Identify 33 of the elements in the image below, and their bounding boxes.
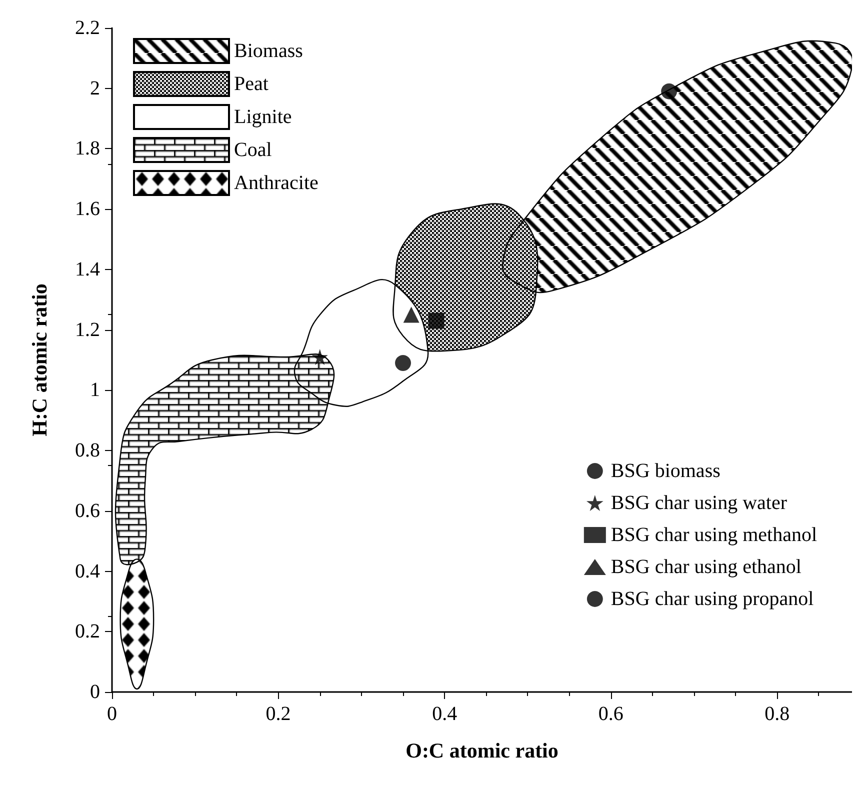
y-tick-label: 0.4 bbox=[75, 560, 100, 582]
y-tick-label: 1.8 bbox=[75, 138, 100, 160]
x-axis-title: O:C atomic ratio bbox=[406, 738, 558, 762]
y-tick-label: 1 bbox=[90, 379, 100, 402]
point bbox=[428, 312, 444, 329]
legend-label: BSG biomass bbox=[610, 460, 721, 482]
x-tick-label: 0.4 bbox=[432, 703, 458, 725]
y-tick-label: 0.6 bbox=[75, 500, 100, 522]
x-tick-label: 0.6 bbox=[598, 703, 624, 725]
x-tick-label: 0 bbox=[107, 703, 117, 725]
x-tick-label: 0.8 bbox=[764, 703, 790, 725]
y-tick-label: 1.4 bbox=[75, 258, 100, 280]
legend-label: Coal bbox=[234, 139, 272, 161]
y-tick-label: 2 bbox=[90, 77, 100, 100]
legend-label: BSG char using water bbox=[610, 492, 788, 514]
legend-label: BSG char using propanol bbox=[610, 588, 814, 610]
legend-label: Lignite bbox=[234, 106, 292, 128]
y-tick-label: 1.6 bbox=[75, 198, 100, 220]
legend-label: Anthracite bbox=[234, 172, 319, 194]
y-tick-label: 0.8 bbox=[75, 440, 100, 462]
y-tick-label: 0.2 bbox=[75, 620, 100, 643]
legend-label: Biomass bbox=[234, 40, 304, 62]
x-tick-label: 0.2 bbox=[266, 703, 291, 725]
point bbox=[661, 83, 678, 100]
y-tick-label: 1.2 bbox=[75, 318, 100, 341]
point bbox=[395, 355, 412, 372]
y-tick-label: 0 bbox=[90, 681, 100, 703]
y-axis-title: H:C atomic ratio bbox=[28, 284, 52, 436]
point bbox=[312, 348, 328, 365]
legend-label: BSG char using ethanol bbox=[610, 556, 802, 578]
y-tick-label: 2.2 bbox=[75, 17, 100, 39]
legend-label: Peat bbox=[234, 73, 269, 95]
legend-label: BSG char using methanol bbox=[610, 524, 818, 546]
